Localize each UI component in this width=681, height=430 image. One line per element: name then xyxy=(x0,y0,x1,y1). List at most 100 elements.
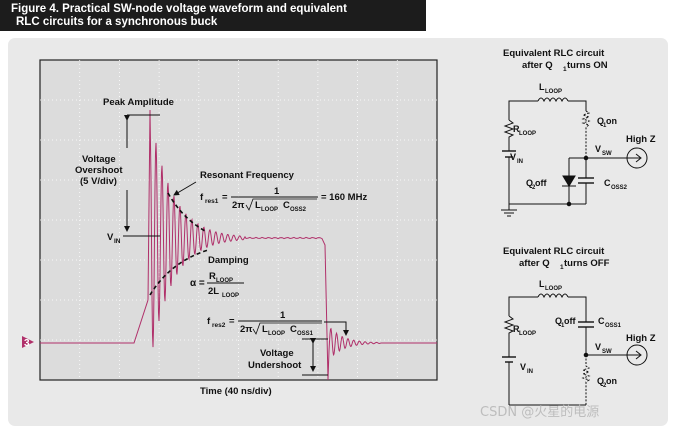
svg-text:V: V xyxy=(510,152,516,162)
svg-text:=: = xyxy=(222,192,228,203)
figure-title-line2: RLC circuits for a synchronous buck xyxy=(16,16,218,28)
svg-text:LOOP: LOOP xyxy=(519,331,536,337)
damping-label: Damping xyxy=(208,255,249,266)
svg-text:High Z: High Z xyxy=(626,134,656,145)
overshoot-line1: Voltage xyxy=(82,154,116,165)
overshoot-line3: (5 V/div) xyxy=(80,176,117,187)
svg-text:OSS1: OSS1 xyxy=(605,323,622,329)
svg-text:off: off xyxy=(564,316,576,326)
svg-text:1: 1 xyxy=(563,66,567,73)
figure-title-bar: Figure 4. Practical SW-node voltage wave… xyxy=(0,0,426,31)
svg-text:V: V xyxy=(595,144,601,154)
svg-text:res2: res2 xyxy=(212,322,226,329)
vin-label: V IN xyxy=(107,232,121,245)
svg-text:V: V xyxy=(107,232,114,243)
svg-text:LOOP: LOOP xyxy=(545,286,562,292)
svg-text:on: on xyxy=(606,116,617,126)
envelope-lower xyxy=(149,249,209,296)
circuit-q1-off: Equivalent RLC circuit after Q 1 turns O… xyxy=(502,246,656,406)
svg-text:Q: Q xyxy=(555,316,562,326)
svg-text:2π: 2π xyxy=(240,324,253,335)
svg-text:C: C xyxy=(604,178,611,188)
q2-on-switch xyxy=(581,355,591,405)
resistor-on xyxy=(503,119,515,145)
resistor-off xyxy=(503,315,515,341)
svg-text:1: 1 xyxy=(560,264,564,271)
circuit-q1-on: Equivalent RLC circuit after Q 1 turns O… xyxy=(501,48,656,217)
svg-text:C: C xyxy=(290,324,297,335)
peak-amplitude-label: Peak Amplitude xyxy=(103,97,174,108)
q1-on-switch xyxy=(581,110,591,158)
svg-text:V: V xyxy=(520,362,526,372)
svg-text:L: L xyxy=(539,82,545,92)
svg-text:OSS2: OSS2 xyxy=(290,207,307,213)
svg-text:Equivalent RLC circuit: Equivalent RLC circuit xyxy=(503,246,605,257)
svg-text:IN: IN xyxy=(114,238,121,245)
time-axis-label: Time (40 ns/div) xyxy=(200,386,272,397)
svg-text:turns OFF: turns OFF xyxy=(564,258,610,269)
svg-text:2L: 2L xyxy=(208,286,219,297)
svg-text:2π: 2π xyxy=(232,200,245,211)
svg-text:after Q: after Q xyxy=(522,60,553,71)
svg-text:2: 2 xyxy=(603,383,607,389)
scope-grid xyxy=(40,60,437,380)
svg-text:res1: res1 xyxy=(205,198,219,205)
svg-text:Q: Q xyxy=(597,376,604,386)
svg-text:R: R xyxy=(513,124,520,134)
fres1-equation: f res1 = 1 2π L LOOP C OSS2 = 160 MHz xyxy=(200,186,367,213)
watermark: CSDN @火星的电源 xyxy=(480,404,599,420)
svg-text:L: L xyxy=(255,200,261,211)
svg-text:Q: Q xyxy=(597,116,604,126)
channel-marker: 3 xyxy=(22,336,34,349)
svg-text:C: C xyxy=(598,316,605,326)
svg-text:LOOP: LOOP xyxy=(216,278,233,284)
inductor-on xyxy=(537,97,569,103)
inductor-off xyxy=(537,293,569,299)
fres1-value: = 160 MHz xyxy=(321,192,367,203)
figure-title: Figure 4. Practical SW-node voltage wave… xyxy=(11,3,411,29)
svg-text:1: 1 xyxy=(274,186,280,197)
svg-text:=: = xyxy=(229,316,235,327)
svg-text:α =: α = xyxy=(190,278,205,289)
svg-text:f: f xyxy=(200,192,204,203)
scope-screen xyxy=(39,59,438,381)
channel-marker-label: 3 xyxy=(24,338,30,349)
svg-text:L: L xyxy=(539,279,545,289)
svg-text:IN: IN xyxy=(517,159,523,165)
svg-text:IN: IN xyxy=(527,369,533,375)
svg-text:LOOP: LOOP xyxy=(519,131,536,137)
svg-text:LOOP: LOOP xyxy=(268,331,285,337)
svg-text:2: 2 xyxy=(532,185,536,191)
svg-text:R: R xyxy=(513,324,520,334)
svg-text:C: C xyxy=(283,200,290,211)
svg-text:f: f xyxy=(207,316,211,327)
svg-text:L: L xyxy=(262,324,268,335)
svg-text:1: 1 xyxy=(280,310,286,321)
q2-diode-on xyxy=(562,175,576,187)
sw-node-waveform xyxy=(40,109,437,381)
fres2-equation: f res2 = 1 2π L LOOP C OSS1 xyxy=(207,310,322,337)
svg-text:LOOP: LOOP xyxy=(222,293,239,299)
svg-text:LOOP: LOOP xyxy=(545,89,562,95)
svg-text:Equivalent RLC circuit: Equivalent RLC circuit xyxy=(503,48,605,59)
undershoot-line1: Voltage xyxy=(260,348,294,359)
svg-text:SW: SW xyxy=(602,349,612,355)
svg-text:after Q: after Q xyxy=(519,258,550,269)
damping-equation: α = R LOOP 2L LOOP xyxy=(190,271,244,299)
svg-text:1: 1 xyxy=(561,323,565,329)
svg-text:V: V xyxy=(595,342,601,352)
overshoot-line2: Overshoot xyxy=(75,165,123,176)
resonant-arrow xyxy=(173,181,197,196)
figure-title-line1: Figure 4. Practical SW-node voltage wave… xyxy=(11,3,347,15)
svg-text:LOOP: LOOP xyxy=(261,207,278,213)
svg-text:R: R xyxy=(209,271,216,282)
fres2-arrow xyxy=(324,321,349,336)
undershoot-line2: Undershoot xyxy=(248,360,302,371)
svg-text:High Z: High Z xyxy=(626,333,656,344)
svg-text:turns ON: turns ON xyxy=(567,60,608,71)
svg-text:OSS2: OSS2 xyxy=(611,185,628,191)
svg-text:on: on xyxy=(606,376,617,386)
svg-text:1: 1 xyxy=(603,123,607,129)
svg-text:Q: Q xyxy=(526,178,533,188)
